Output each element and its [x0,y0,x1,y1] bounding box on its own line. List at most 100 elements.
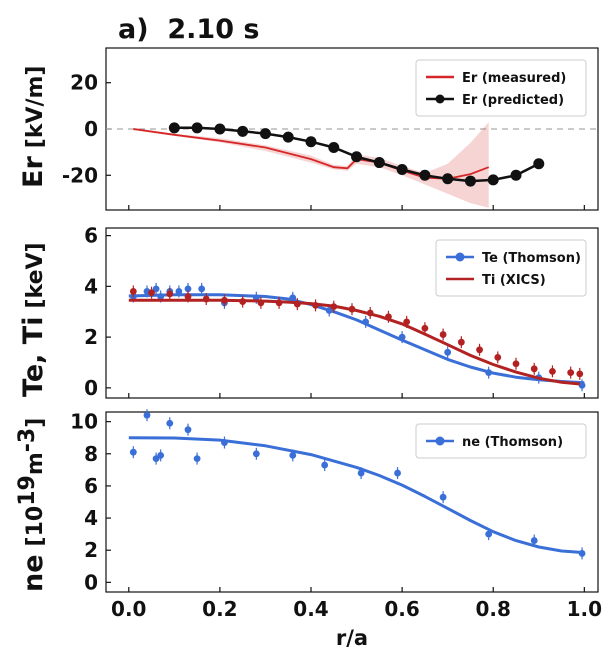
legend-label: ne (Thomson) [462,435,563,450]
data-point [152,285,160,293]
x-axis-label: r/a [336,626,368,650]
density-axis-label-unit-exp1: 19 [15,475,40,506]
data-point [510,169,522,181]
data-point [533,158,545,170]
fit-line [128,293,585,385]
y-tick-label: 4 [84,274,98,298]
plot-frame [105,227,599,399]
data-point [193,455,201,463]
plot-frame [105,411,599,593]
data-point [457,338,465,346]
data-point [252,450,260,458]
data-point [237,125,249,137]
data-point [530,537,538,544]
data-point [305,136,317,148]
legend-marker [455,252,465,262]
legend-label: Ti (XICS) [482,273,546,288]
data-point [175,288,183,295]
data-point [168,122,180,134]
data-point [214,123,226,135]
density-axis-label-unit-exp2: -3 [15,428,40,452]
data-point [394,469,401,477]
x-tick-label: 0.8 [476,597,511,621]
data-point [184,426,192,434]
density-axis-label-unit-suffix: ] [23,418,48,428]
x-tick-label: 0.4 [293,597,328,621]
er-axis-label: Er [kV/m] [18,66,49,189]
density-axis-label-unit-prefix: [10 [23,506,48,547]
data-point [351,151,363,163]
data-point [373,157,385,169]
legend-label: Te (Thomson) [482,251,581,266]
density-panel: 10 8 6 4 2 0 0.0 0.2 0.4 0.6 0.8 1.0 ne (Thomson) [70,409,602,621]
data-point [421,324,429,332]
x-tick-label: 0.6 [384,597,419,621]
data-point [442,173,454,185]
data-point [549,367,556,375]
data-point [439,331,447,338]
data-point [485,530,493,538]
data-point [512,360,520,368]
legend-label: Er (measured) [462,71,566,86]
density-axis-label-unit-mid: m [23,452,48,475]
legend-marker [435,94,445,104]
y-tick-label: -20 [62,163,98,187]
data-point [494,354,502,361]
data-point [129,288,137,295]
y-tick-label: 6 [84,224,98,248]
panel-title: a) 2.10 s [118,14,259,45]
y-tick-label: 20 [70,71,98,95]
data-point [289,451,297,459]
fit-line [128,436,585,555]
data-point [191,122,203,134]
temperature-panel: 6 4 2 0 Te (Thomson) Ti (XICS) [84,224,599,400]
y-tick-label: 4 [84,506,98,530]
data-point [198,285,206,293]
legend-label: Er (predicted) [462,93,564,108]
legend-marker [435,436,445,446]
er-axis-label-main: Er [18,156,49,188]
data-point [148,289,155,297]
data-point [282,131,294,143]
y-tick-label: 0 [84,570,98,594]
legend [415,59,587,117]
data-point [530,365,538,373]
x-tick-label: 1.0 [567,597,602,621]
legend [435,239,587,297]
data-point [396,164,408,175]
temperature-axis-label-unit: [keV] [23,242,48,308]
y-tick-label: 2 [84,325,98,349]
er-axis-label-unit: [kV/m] [23,66,48,149]
x-tick-label: 0.0 [111,597,146,621]
y-tick-label: 2 [84,538,98,562]
data-point [184,293,192,300]
data-point [184,285,192,293]
data-point [143,411,151,419]
density-axis-label: ne [1019m-3] [15,418,49,592]
data-point [357,469,365,477]
data-point [129,448,137,456]
y-tick-label: 10 [70,410,98,434]
y-tick-label: 6 [84,474,98,498]
er-panel: 20 0 -20 Er (measured) Er (predicted) [62,47,599,211]
y-tick-label: 8 [84,442,98,466]
data-point [166,419,174,427]
data-point [464,175,476,187]
temperature-axis-label-main: Te, Ti [18,317,49,397]
er-measured-band [133,122,489,208]
data-point [444,348,452,356]
temperature-axis-label: Te, Ti [keV] [18,242,49,397]
data-point [576,370,584,378]
data-point [419,169,431,181]
data-point [328,142,340,154]
data-point [166,290,174,298]
fit-line [128,298,580,386]
data-point [439,493,447,501]
data-point [476,346,483,354]
x-tick-label: 0.2 [202,597,237,621]
data-point [321,461,329,469]
density-axis-label-main: ne [18,554,49,592]
data-point [487,174,499,186]
data-point [259,128,271,140]
data-point [157,451,165,459]
